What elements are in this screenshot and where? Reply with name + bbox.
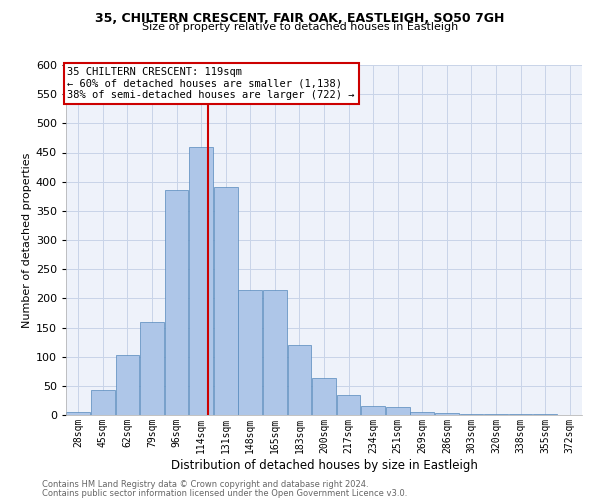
Bar [67, 412, 90, 415]
Text: Contains public sector information licensed under the Open Government Licence v3: Contains public sector information licen… [42, 488, 407, 498]
Bar [312, 378, 336, 415]
Bar [410, 412, 434, 415]
Bar [214, 188, 238, 415]
Bar [435, 412, 459, 415]
Bar [164, 190, 188, 415]
Bar [238, 290, 262, 415]
Bar [263, 290, 287, 415]
Bar [116, 355, 139, 415]
Bar [140, 322, 164, 415]
Bar [386, 408, 410, 415]
Text: Contains HM Land Registry data © Crown copyright and database right 2024.: Contains HM Land Registry data © Crown c… [42, 480, 368, 489]
Text: 35 CHILTERN CRESCENT: 119sqm
← 60% of detached houses are smaller (1,138)
38% of: 35 CHILTERN CRESCENT: 119sqm ← 60% of de… [67, 66, 355, 100]
Bar [533, 414, 557, 415]
Bar [287, 345, 311, 415]
Bar [361, 406, 385, 415]
X-axis label: Distribution of detached houses by size in Eastleigh: Distribution of detached houses by size … [170, 458, 478, 471]
Bar [337, 394, 361, 415]
Bar [484, 414, 508, 415]
Y-axis label: Number of detached properties: Number of detached properties [22, 152, 32, 328]
Bar [509, 414, 532, 415]
Bar [91, 390, 115, 415]
Bar [460, 414, 484, 415]
Text: 35, CHILTERN CRESCENT, FAIR OAK, EASTLEIGH, SO50 7GH: 35, CHILTERN CRESCENT, FAIR OAK, EASTLEI… [95, 12, 505, 26]
Text: Size of property relative to detached houses in Eastleigh: Size of property relative to detached ho… [142, 22, 458, 32]
Bar [189, 146, 213, 415]
